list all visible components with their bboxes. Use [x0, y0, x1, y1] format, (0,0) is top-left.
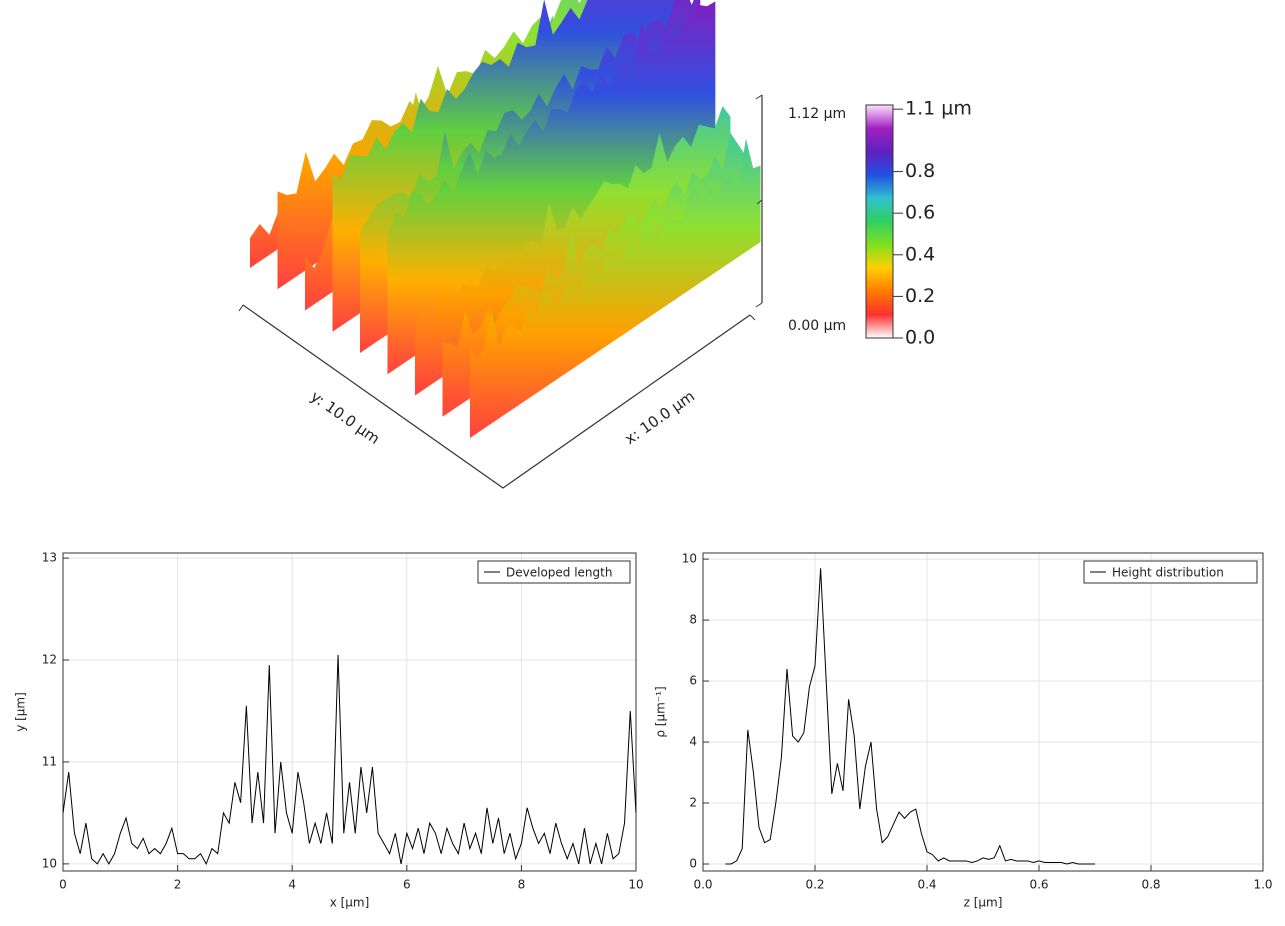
z-axis-label: 0.00 µm — [788, 318, 846, 334]
x-tick-label: 4 — [288, 878, 296, 892]
x-tick-label: 0.6 — [1029, 878, 1048, 892]
legend-box — [1083, 560, 1258, 584]
y-tick-label: 6 — [689, 674, 697, 688]
data-line — [62, 654, 637, 866]
x-tick-label: 10 — [628, 878, 643, 892]
plot-frame — [702, 552, 1264, 872]
x-axis-label: x: 10.0 µm — [621, 387, 698, 448]
legend-label: Developed length — [506, 566, 612, 580]
colorbar-tick-label: 0.0 — [905, 327, 935, 349]
colorbar-tick-label: 0.4 — [905, 243, 935, 265]
data-line — [725, 568, 1095, 865]
x-tick-label: 0.0 — [693, 878, 712, 892]
y-tick-label: 10 — [42, 856, 57, 870]
z-axis-tick — [755, 94, 763, 100]
z-axis-tick — [755, 302, 763, 308]
x-tick-label: 2 — [174, 878, 182, 892]
surface-render — [250, 0, 761, 438]
x-tick-label: 0 — [59, 878, 67, 892]
y-axis-label: ρ [µm⁻¹] — [654, 686, 668, 737]
colorbar-tick-label: 0.6 — [905, 202, 935, 224]
z-axis-tick — [756, 199, 763, 205]
plot-frame — [62, 552, 637, 872]
base-tick — [749, 314, 756, 321]
legend-box — [477, 560, 631, 584]
x-tick-label: 6 — [403, 878, 411, 892]
y-tick-label: 13 — [42, 551, 57, 565]
x-tick-label: 1.0 — [1253, 878, 1272, 892]
y-tick-label: 4 — [689, 735, 697, 749]
colorbar-tick-label: 0.8 — [905, 160, 935, 182]
x-tick-label: 0.8 — [1141, 878, 1160, 892]
x-tick-label: 0.2 — [805, 878, 824, 892]
base-tick — [238, 304, 244, 312]
y-tick-label: 12 — [42, 653, 57, 667]
surface-wall — [387, 1, 716, 375]
y-tick-label: 0 — [689, 856, 697, 870]
x-axis-label: z [µm] — [964, 896, 1003, 910]
colorbar-tick-label: 0.2 — [905, 285, 935, 307]
x-axis-label: x [µm] — [330, 896, 370, 910]
base-axis — [242, 304, 751, 489]
surface-wall — [470, 138, 761, 438]
x-tick-label: 0.4 — [917, 878, 936, 892]
y-tick-label: 8 — [689, 613, 697, 627]
y-tick-label: 2 — [689, 796, 697, 810]
legend-label: Height distribution — [1112, 566, 1224, 580]
x-tick-label: 8 — [518, 878, 526, 892]
y-tick-label: 10 — [682, 552, 697, 566]
colorbar-tick-label: 1.1 µm — [905, 98, 972, 120]
z-axis-label: 1.12 µm — [788, 106, 846, 122]
y-tick-label: 11 — [42, 754, 57, 768]
y-axis-label: y [µm] — [14, 692, 28, 732]
colorbar — [865, 104, 894, 339]
